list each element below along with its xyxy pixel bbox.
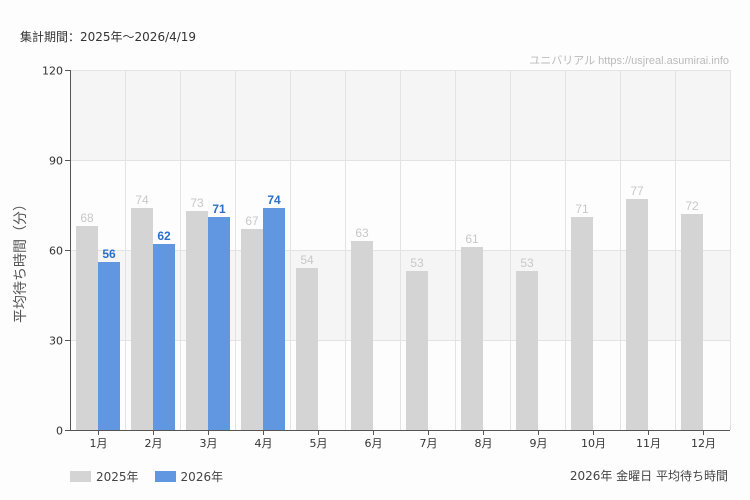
x-tick-label: 12月 xyxy=(691,437,716,450)
bar-2026[interactable] xyxy=(208,217,230,430)
legend-swatch-2026 xyxy=(154,471,176,482)
legend-label-2025: 2025年 xyxy=(96,470,139,484)
legend-swatch-2025 xyxy=(70,471,91,482)
period-label: 集計期間：2025年～2026/4/19 xyxy=(20,30,197,44)
bar-2025[interactable] xyxy=(516,271,538,430)
bar-2025[interactable] xyxy=(131,208,153,430)
bar-2025[interactable] xyxy=(571,217,593,430)
bar-value-label: 74 xyxy=(135,193,149,207)
bar-2026[interactable] xyxy=(153,244,175,430)
bar-value-label: 71 xyxy=(212,202,226,216)
bar-value-label: 53 xyxy=(520,256,534,270)
bar-value-label: 63 xyxy=(355,226,369,240)
bar-value-label: 53 xyxy=(410,256,424,270)
bar-value-label: 77 xyxy=(630,184,644,198)
bar-2025[interactable] xyxy=(241,229,263,430)
bar-value-label: 74 xyxy=(267,193,281,207)
site-credit: ユニバリアル https://usjreal.asumirai.info xyxy=(529,55,729,67)
bar-value-label: 72 xyxy=(685,199,699,213)
bar-value-label: 68 xyxy=(80,211,94,225)
legend-label-2026: 2026年 xyxy=(180,470,224,484)
y-tick-label: 0 xyxy=(56,425,63,438)
bar-value-label: 54 xyxy=(300,253,314,267)
bar-2025[interactable] xyxy=(681,214,703,430)
bar-2025[interactable] xyxy=(186,211,208,430)
bar-2026[interactable] xyxy=(263,208,285,430)
bar-2025[interactable] xyxy=(76,226,98,430)
legend-item-2025[interactable]: 2025年 xyxy=(70,468,139,485)
chart-subtitle: 2026年 金曜日 平均待ち時間 xyxy=(569,469,728,483)
bar-value-label: 62 xyxy=(157,229,171,243)
y-tick-label: 120 xyxy=(42,65,63,78)
legend: 2025年 2026年 xyxy=(70,468,239,485)
y-tick-label: 30 xyxy=(49,335,63,348)
x-tick-label: 1月 xyxy=(90,437,108,450)
x-tick-label: 11月 xyxy=(636,437,661,450)
bar-2025[interactable] xyxy=(296,268,318,430)
bar-value-label: 61 xyxy=(465,232,479,246)
bar-value-label: 71 xyxy=(575,202,589,216)
x-tick-label: 9月 xyxy=(530,437,548,450)
x-tick-label: 2月 xyxy=(145,437,163,450)
x-tick-label: 7月 xyxy=(420,437,438,450)
x-tick-label: 8月 xyxy=(475,437,493,450)
y-tick-label: 90 xyxy=(49,155,63,168)
x-tick-label: 5月 xyxy=(310,437,328,450)
x-tick-label: 6月 xyxy=(365,437,383,450)
bar-2025[interactable] xyxy=(351,241,373,430)
bar-2025[interactable] xyxy=(406,271,428,430)
x-tick-label: 10月 xyxy=(581,437,606,450)
bar-2026[interactable] xyxy=(98,262,120,430)
bar-2025[interactable] xyxy=(626,199,648,430)
x-tick-label: 4月 xyxy=(255,437,273,450)
y-tick-label: 60 xyxy=(49,245,63,258)
bar-value-label: 73 xyxy=(190,196,204,210)
bar-value-label: 67 xyxy=(245,214,259,228)
bar-2025[interactable] xyxy=(461,247,483,430)
legend-item-2026[interactable]: 2026年 xyxy=(154,468,224,485)
x-tick-label: 3月 xyxy=(200,437,218,450)
bar-value-label: 56 xyxy=(102,247,116,261)
